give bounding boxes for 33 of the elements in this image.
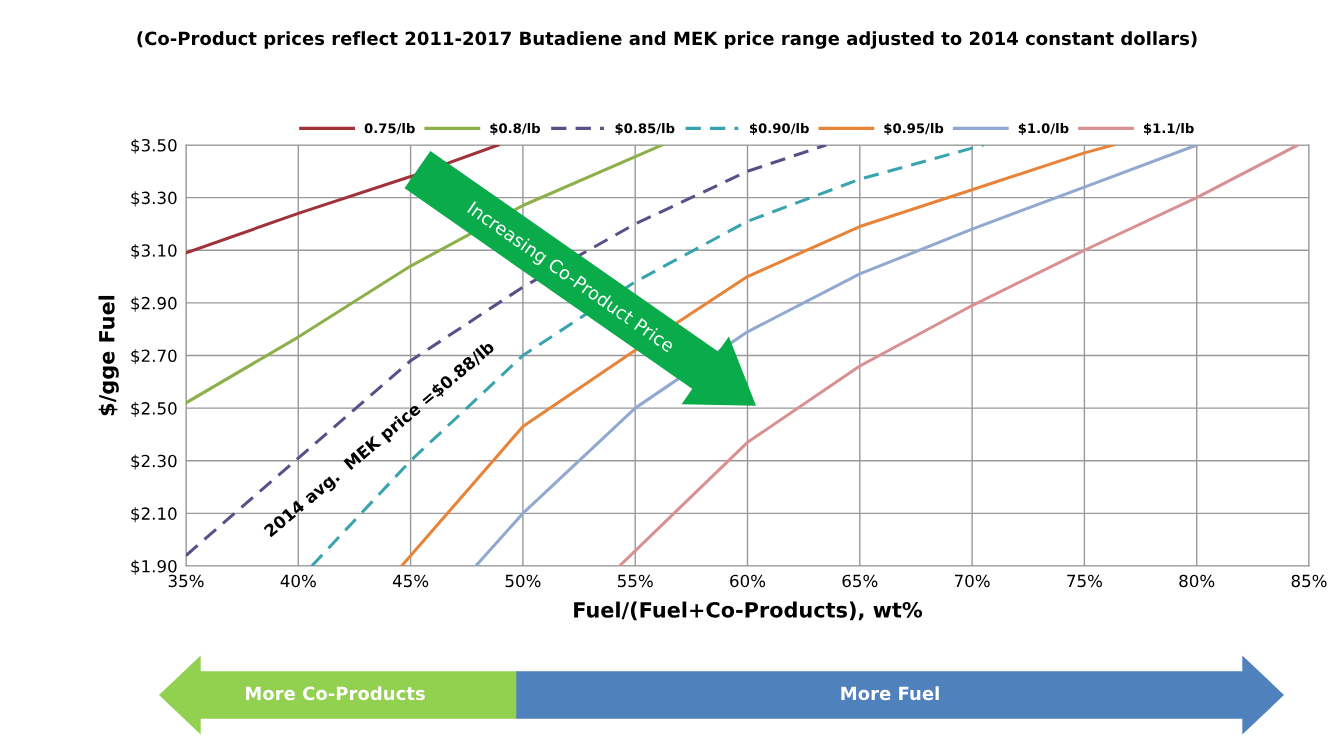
y-tick-label: $3.30	[131, 191, 177, 207]
y-tick-label: $2.30	[131, 454, 177, 470]
chart-title: (Co-Product prices reflect 2011-2017 Butadiene and MEK price range adjusted to 2014 constant dollars)	[137, 31, 1197, 49]
x-tick-label: 60%	[730, 574, 766, 588]
x-tick-label: 70%	[954, 574, 990, 588]
x-tick-label: 80%	[1179, 574, 1215, 588]
y-tick-label: $3.50	[131, 138, 177, 154]
y-tick-label: $1.90	[131, 559, 177, 575]
legend-label: $0.8/lb	[490, 122, 541, 135]
x-tick-label: 75%	[1067, 574, 1102, 588]
x-axis-title: Fuel/(Fuel+Co-Products), wt%	[574, 601, 923, 621]
y-axis-title: $/gge Fuel	[98, 295, 119, 416]
y-tick-label: $3.10	[131, 243, 177, 260]
legend-label: $1.1/lb	[1143, 122, 1194, 135]
text: More Co-Products	[245, 686, 425, 701]
x-tick-label: 55%	[617, 574, 653, 588]
legend-label: $1.0/lb	[1018, 122, 1069, 135]
x-tick-label: 65%	[842, 574, 878, 588]
x-tick-label: 45%	[392, 574, 429, 588]
legend-label: $0.90/lb	[749, 122, 809, 135]
x-tick-label: 35%	[168, 574, 204, 588]
x-tick-label: 85%	[1291, 574, 1327, 588]
x-tick-label: 40%	[280, 574, 316, 588]
y-tick-label: $2.10	[131, 507, 177, 523]
y-tick-label: $2.70	[131, 349, 177, 365]
legend-label: $0.85/lb	[615, 122, 675, 135]
text: More Fuel	[841, 686, 939, 701]
y-tick-label: $2.50	[131, 401, 177, 417]
y-tick-label: $2.90	[131, 296, 177, 312]
line-series	[186, 145, 828, 558]
legend-label: 0.75/lb	[364, 122, 415, 135]
legend-label: $0.95/lb	[884, 122, 944, 135]
x-tick-label: 50%	[505, 574, 541, 588]
